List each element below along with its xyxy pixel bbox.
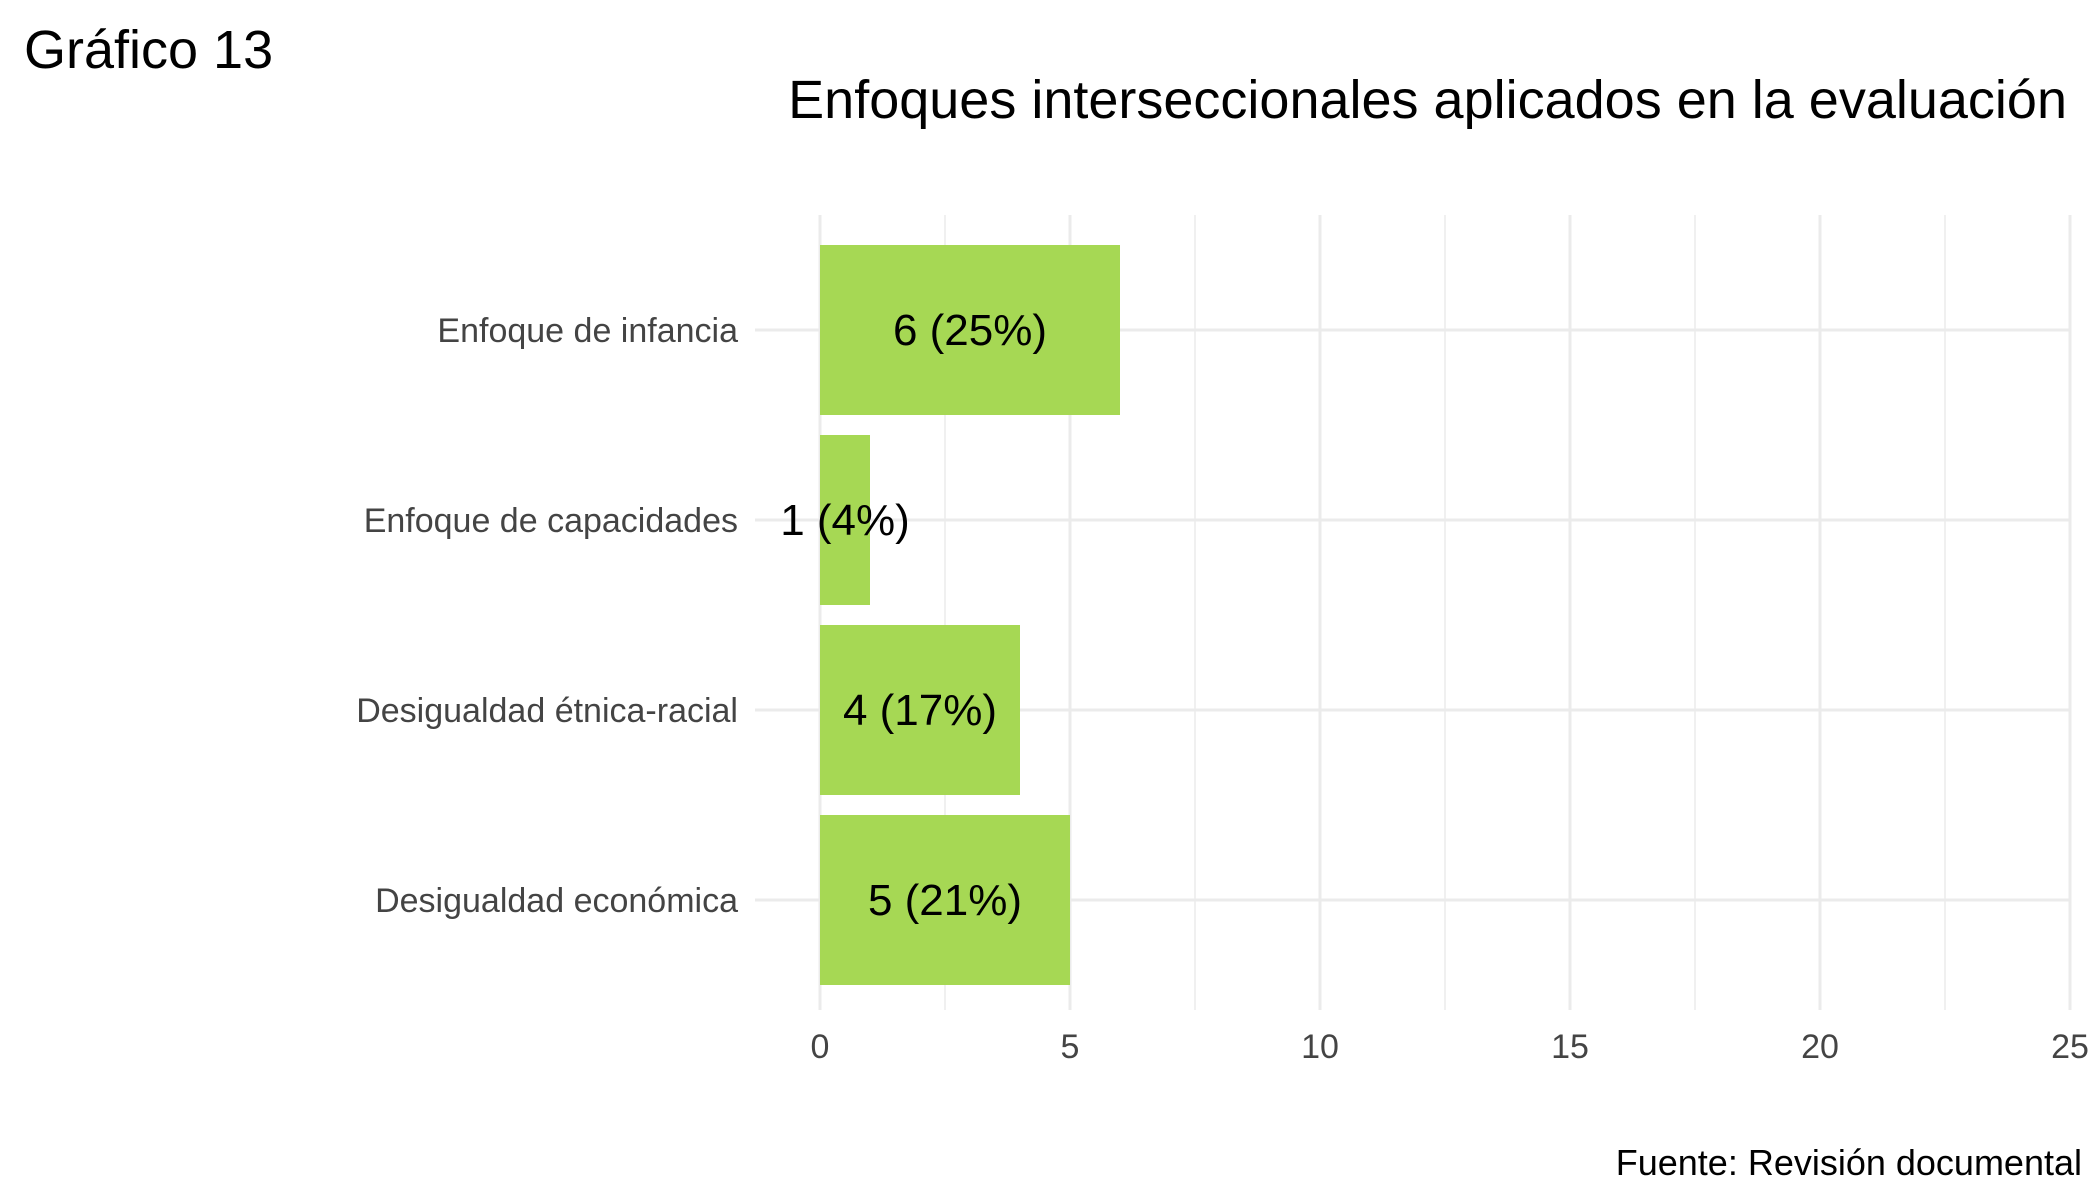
bar [820, 815, 1070, 985]
data-label: 1 (4%) [780, 496, 910, 545]
category-label: Enfoque de infancia [437, 312, 738, 350]
x-tick-label: 15 [1551, 1028, 1589, 1066]
bars [820, 245, 1120, 985]
category-label: Enfoque de capacidades [364, 502, 738, 540]
data-label: 5 (21%) [868, 876, 1022, 925]
chart-title: Enfoques interseccionales aplicados en l… [788, 70, 2067, 130]
data-label: 4 (17%) [843, 686, 997, 735]
x-tick-label: 25 [2051, 1028, 2089, 1066]
x-tick-label: 5 [1061, 1028, 1080, 1066]
source-caption: Fuente: Revisión documental [1616, 1142, 2082, 1183]
category-label: Desigualdad étnica-racial [356, 692, 738, 730]
bar [820, 435, 870, 605]
x-axis-ticks: 0 5 10 15 20 25 [811, 1028, 2089, 1066]
figure-label: Gráfico 13 [24, 20, 273, 80]
data-label: 6 (25%) [893, 306, 1047, 355]
data-labels: 6 (25%) 1 (4%) 4 (17%) 5 (21%) [780, 306, 1047, 925]
x-tick-label: 10 [1301, 1028, 1339, 1066]
category-label: Desigualdad económica [375, 882, 738, 920]
x-tick-label: 0 [811, 1028, 830, 1066]
bar [820, 625, 1020, 795]
x-tick-label: 20 [1801, 1028, 1839, 1066]
category-labels: Enfoque de infancia Enfoque de capacidade… [356, 312, 738, 920]
bar [820, 245, 1120, 415]
